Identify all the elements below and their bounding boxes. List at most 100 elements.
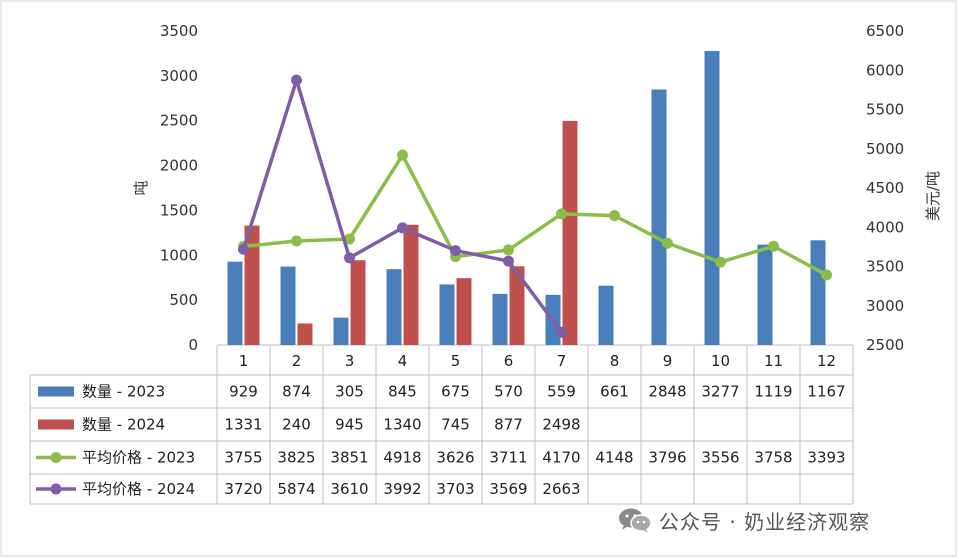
price-point-2023 [397, 149, 408, 161]
category-label: 7 [557, 352, 567, 370]
data-label: 661 [600, 383, 629, 401]
bar-2023 [492, 293, 508, 345]
data-label: 675 [441, 383, 470, 401]
data-label: 4170 [542, 449, 580, 467]
bar-2023 [227, 261, 243, 345]
bar-2023 [704, 51, 720, 345]
bar-2024 [350, 260, 366, 345]
right-tick-label: 5000 [866, 140, 904, 158]
data-label: 4148 [595, 449, 633, 467]
data-label: 2663 [542, 480, 580, 498]
left-tick-label: 3000 [160, 67, 198, 85]
data-label: 845 [388, 383, 417, 401]
price-point-2024 [556, 326, 567, 338]
left-tick-label: 3500 [160, 22, 198, 40]
legend-key-bar [38, 419, 74, 430]
price-point-2023 [715, 256, 726, 268]
price-point-2024 [397, 222, 408, 234]
price-point-2023 [503, 244, 514, 256]
watermark: 公众号 · 奶业经济观察 [617, 503, 870, 537]
price-point-2023 [344, 233, 355, 245]
bar-layer [227, 51, 826, 346]
bar-2023 [810, 240, 826, 345]
data-label: 570 [494, 383, 523, 401]
right-tick-label: 6500 [866, 22, 904, 40]
bar-2023 [280, 266, 296, 345]
data-label: 3825 [277, 449, 315, 467]
left-axis-title: 吨 [132, 180, 150, 195]
price-point-2023 [662, 237, 673, 249]
legend-label: 数量 - 2023 [82, 383, 165, 401]
data-label: 3626 [436, 449, 474, 467]
right-tick-label: 2500 [866, 336, 904, 354]
legend-label: 平均价格 - 2024 [82, 480, 195, 498]
category-label: 12 [817, 352, 836, 370]
right-axis-title: 美元/吨 [924, 171, 942, 221]
left-tick-label: 1000 [160, 246, 198, 264]
data-label: 945 [335, 416, 364, 434]
data-label: 929 [229, 383, 258, 401]
watermark-text: 公众号 · 奶业经济观察 [659, 509, 871, 534]
price-point-2024 [238, 243, 249, 255]
category-label: 10 [711, 352, 730, 370]
left-tick-label: 2000 [160, 157, 198, 175]
data-label: 3703 [436, 480, 474, 498]
right-tick-label: 4500 [866, 179, 904, 197]
price-line-2023 [243, 153, 828, 277]
data-label: 2848 [648, 383, 686, 401]
bar-2023 [757, 244, 773, 345]
price-point-2023 [556, 208, 567, 220]
bar-2024 [244, 225, 260, 345]
data-label: 3992 [383, 480, 421, 498]
bar-2023 [598, 285, 614, 345]
data-label: 745 [441, 416, 470, 434]
legend-key-marker [50, 452, 62, 463]
bar-2023 [439, 284, 455, 345]
data-label: 3851 [330, 449, 368, 467]
legend-label: 数量 - 2024 [82, 416, 165, 434]
bar-2023 [651, 89, 667, 345]
bar-2024 [403, 224, 419, 345]
left-tick-label: 2500 [160, 112, 198, 130]
data-label: 874 [282, 383, 311, 401]
data-label: 3556 [701, 449, 739, 467]
category-label: 1 [239, 352, 249, 370]
data-label: 3277 [701, 383, 739, 401]
price-point-2024 [344, 252, 355, 264]
data-table-grid [29, 344, 854, 505]
data-label: 3610 [330, 480, 368, 498]
price-point-2024 [291, 74, 302, 86]
left-tick-label: 500 [169, 291, 198, 309]
line-layer [238, 74, 832, 338]
right-tick-label: 3000 [866, 297, 904, 315]
legend-label: 平均价格 - 2023 [82, 449, 195, 467]
data-label: 3393 [807, 449, 845, 467]
data-label: 305 [335, 383, 364, 401]
axis-ticks: 0 500 1000 1500 2000 2500 3000 3500 2500 3000 3500… [160, 22, 904, 354]
legend-key-marker [50, 483, 62, 495]
data-label: 1331 [224, 416, 262, 434]
data-label: 3720 [224, 480, 262, 498]
category-label: 11 [764, 352, 783, 370]
left-tick-label: 1500 [160, 201, 198, 219]
data-label: 5874 [277, 480, 315, 498]
bar-2023 [333, 317, 349, 345]
right-tick-label: 5500 [866, 101, 904, 119]
right-tick-label: 3500 [866, 258, 904, 276]
data-label: 1340 [383, 416, 421, 434]
left-tick-label: 0 [188, 336, 198, 354]
right-tick-label: 6000 [866, 61, 904, 79]
category-label: 2 [292, 352, 302, 370]
category-label: 6 [504, 352, 514, 370]
right-tick-label: 4000 [866, 218, 904, 236]
data-label: 3796 [648, 449, 686, 467]
data-label: 2498 [542, 416, 580, 434]
category-label: 8 [610, 352, 620, 370]
price-point-2023 [291, 235, 302, 247]
category-label: 5 [451, 352, 461, 370]
category-label: 4 [398, 352, 408, 370]
data-label: 559 [547, 383, 576, 401]
price-point-2024 [450, 245, 461, 257]
